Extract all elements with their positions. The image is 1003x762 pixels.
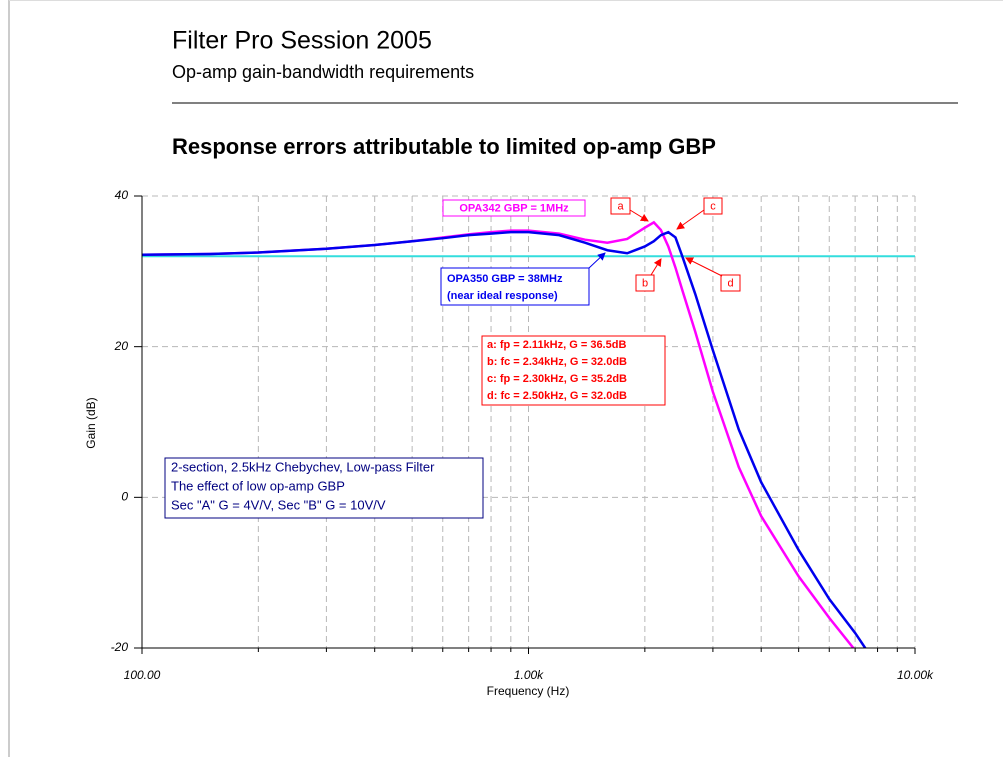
- info-line: c: fp = 2.30kHz, G = 35.2dB: [487, 373, 627, 385]
- series-label: OPA342 GBP = 1MHz: [459, 202, 569, 214]
- grid: [134, 195, 916, 654]
- marker-label: d: [727, 277, 733, 289]
- series-label: OPA350 GBP = 38MHz: [447, 273, 563, 285]
- annotations: OPA342 GBP = 1MHz OPA350 GBP = 38MHz (ne…: [164, 197, 741, 519]
- arrow: [588, 252, 606, 269]
- arrow: [650, 258, 662, 276]
- marker-box: [610, 197, 631, 215]
- info-box: [481, 335, 666, 406]
- y-tick-label: 0: [121, 490, 128, 504]
- y-tick-label: 40: [115, 188, 129, 202]
- series-label-box: [440, 267, 590, 306]
- slide-title: Filter Pro Session 2005: [172, 27, 432, 55]
- x-axis-label: Frequency (Hz): [487, 684, 570, 698]
- marker-label: c: [710, 200, 716, 212]
- x-tick-label: 100.00: [124, 668, 161, 682]
- marker-box: [635, 274, 655, 292]
- marker-label: a: [617, 200, 624, 212]
- annotation: (near ideal response): [447, 290, 558, 302]
- marker-label: b: [642, 277, 648, 289]
- series-line: [142, 230, 867, 648]
- info-line: d: fc = 2.50kHz, G = 32.0dB: [487, 390, 627, 402]
- note-line: The effect of low op-amp GBP: [171, 478, 345, 493]
- info-line: b: fc = 2.34kHz, G = 32.0dB: [487, 356, 627, 368]
- y-axis-label: Gain (dB): [84, 397, 98, 448]
- arrow: [629, 209, 649, 222]
- y-tick-label: -20: [111, 640, 129, 654]
- series-label-box: [442, 199, 586, 217]
- y-tick-label: 20: [114, 339, 129, 353]
- note-line: 2-section, 2.5kHz Chebychev, Low-pass Fi…: [171, 459, 435, 474]
- arrow: [685, 257, 723, 277]
- chart-title: Response errors attributable to limited …: [172, 134, 716, 159]
- x-tick-label: 1.00k: [514, 668, 544, 682]
- note-box: [164, 457, 484, 519]
- info-line: a: fp = 2.11kHz, G = 36.5dB: [487, 339, 626, 351]
- x-tick-label: 10.00k: [897, 668, 934, 682]
- arrow: [676, 209, 705, 230]
- slide-subtitle: Op-amp gain-bandwidth requirements: [172, 62, 474, 82]
- plot: [142, 220, 915, 648]
- marker-box: [703, 197, 723, 215]
- marker-box: [720, 274, 741, 292]
- note-line: Sec "A" G = 4V/V, Sec "B" G = 10V/V: [171, 497, 386, 512]
